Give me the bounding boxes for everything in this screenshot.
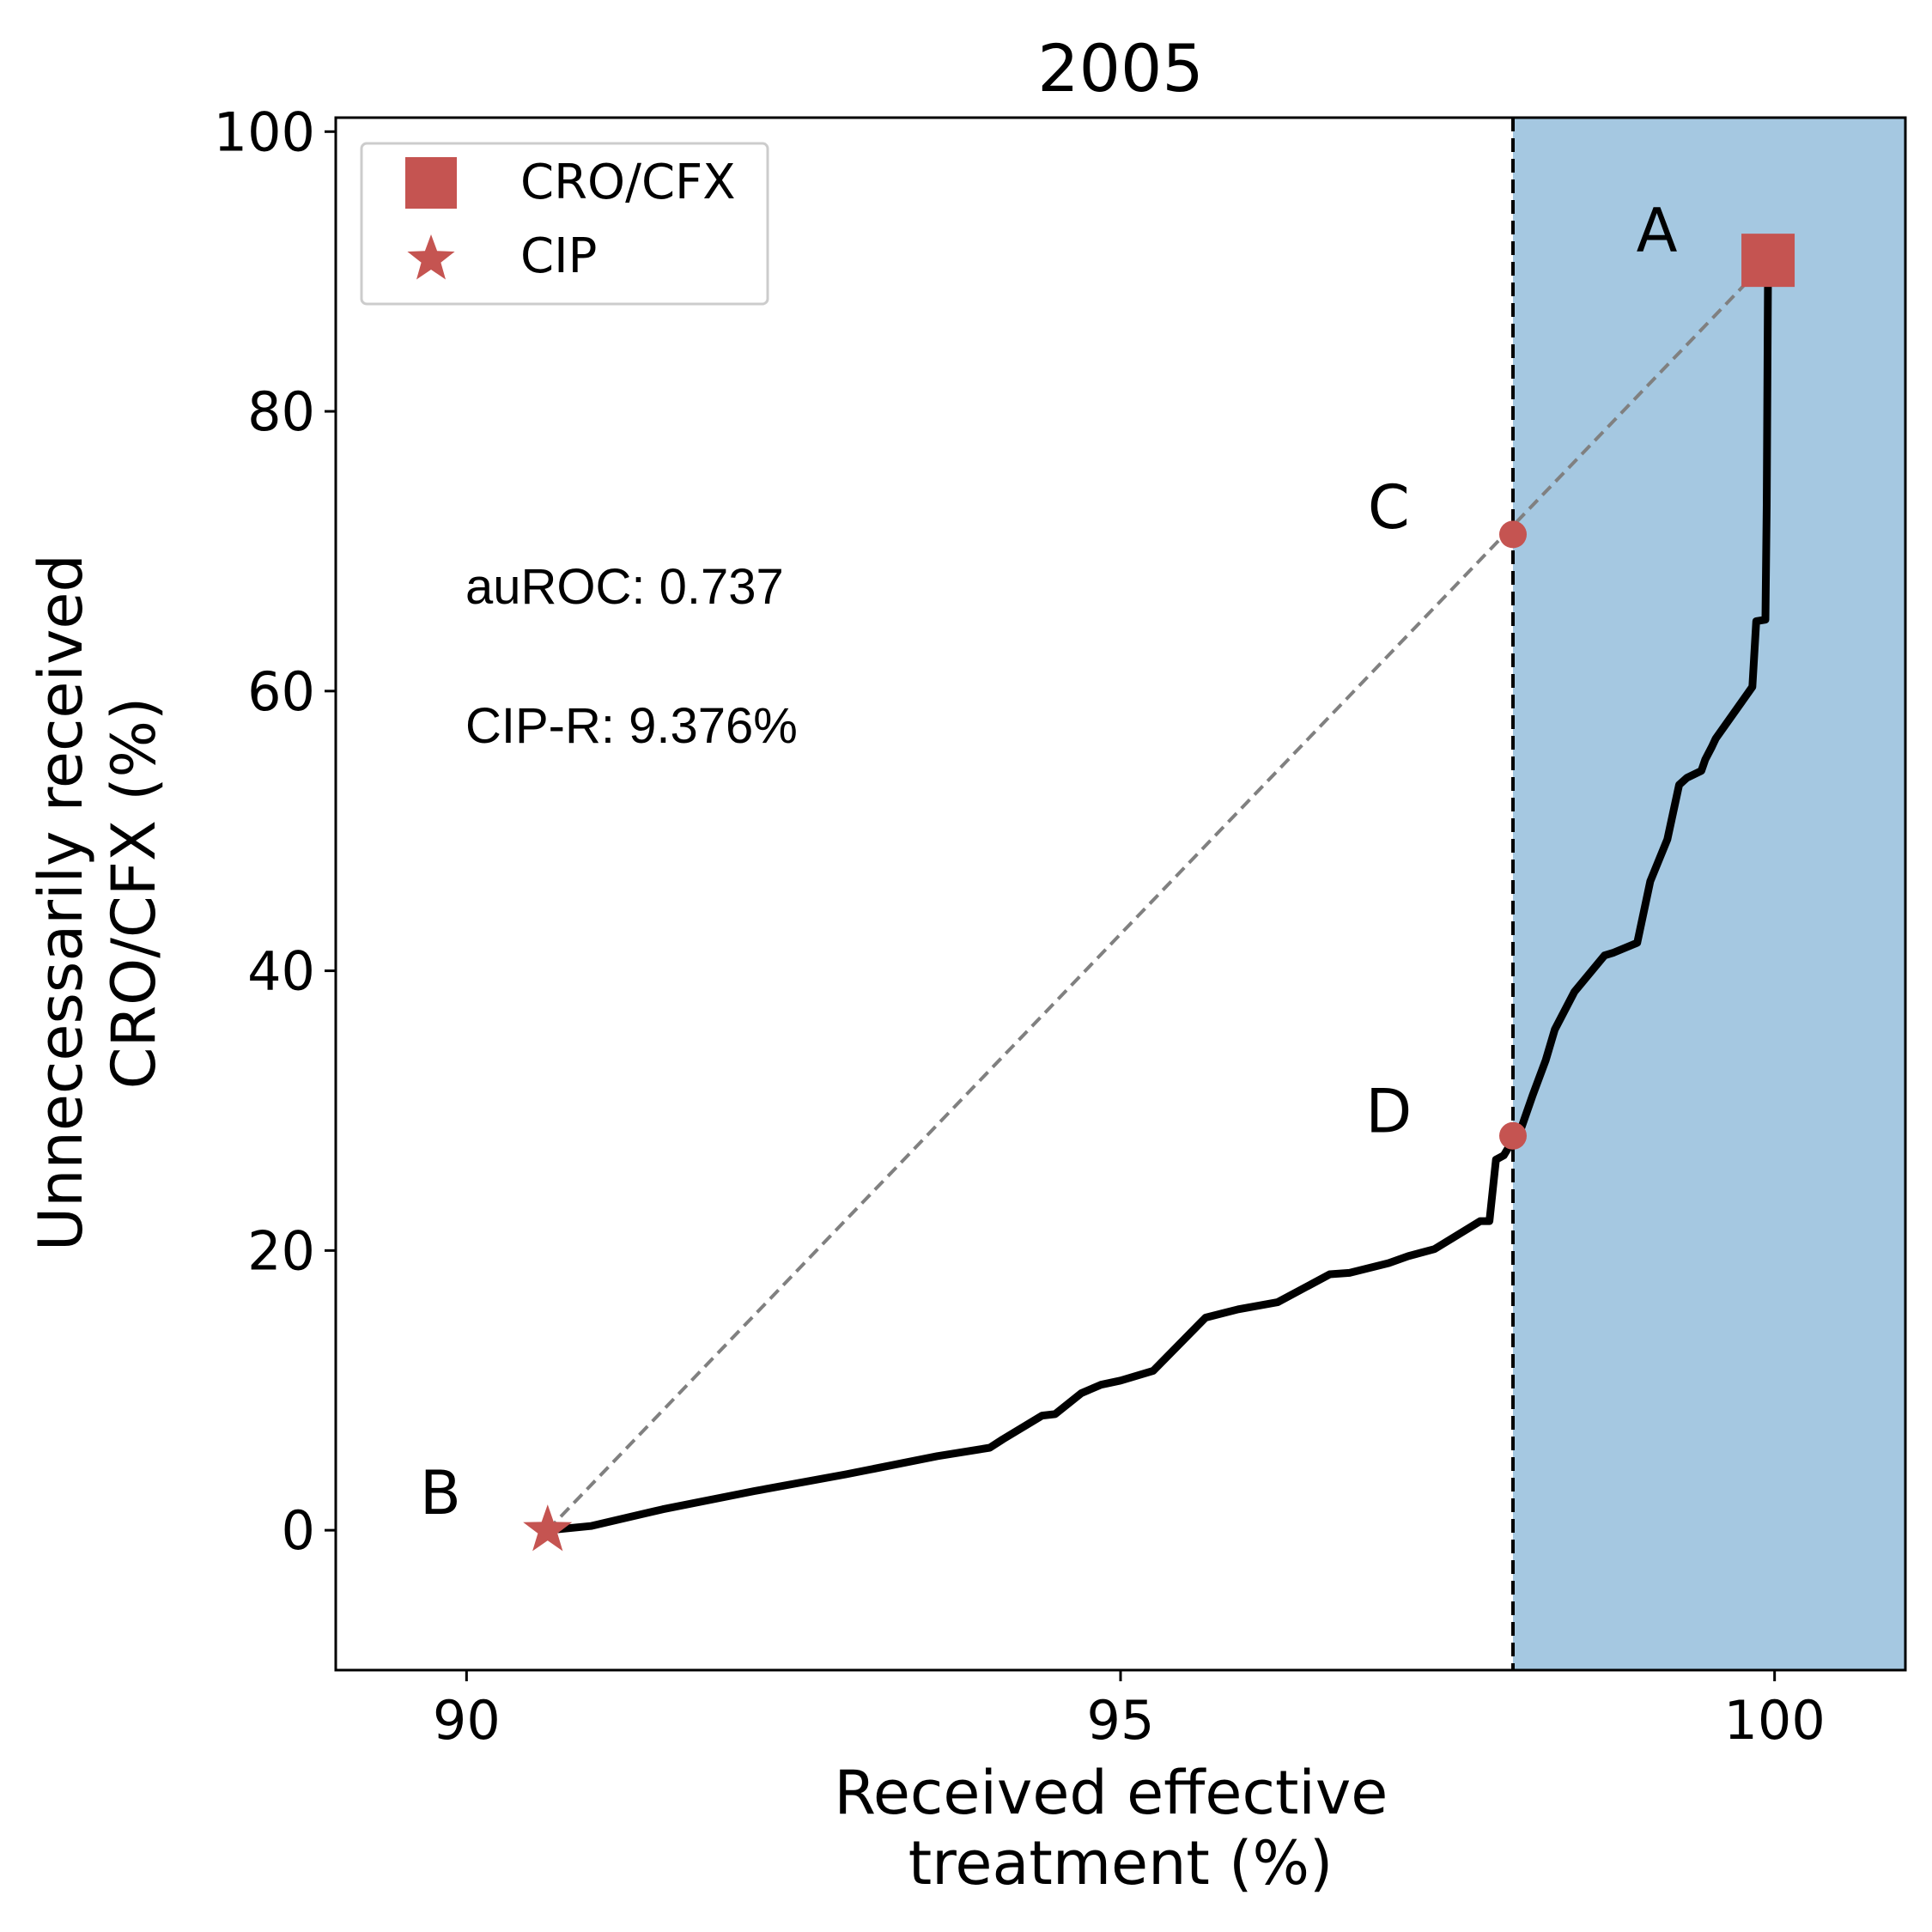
point-label-a: A [1637, 195, 1678, 265]
auroc-annotation: auROC: 0.737 [465, 559, 784, 615]
connector-dashed-line [546, 258, 1770, 1532]
legend-box [360, 142, 769, 306]
point-label-b: B [420, 1458, 461, 1528]
shaded-region [1513, 118, 1905, 1670]
y-axis-ticks: 0 20 40 60 80 100 [214, 100, 336, 1562]
chart-title: 2005 [1037, 30, 1203, 106]
legend-label-cro-cfx: CRO/CFX [520, 155, 736, 210]
point-c-marker [1499, 520, 1527, 549]
plot-area [523, 118, 1905, 1670]
cro-cfx-square-marker [1741, 234, 1795, 288]
point-label-c: C [1368, 472, 1410, 543]
y-tick-label: 20 [247, 1219, 315, 1282]
x-tick-label: 100 [1723, 1689, 1825, 1752]
y-axis-label-line-2: CRO/CFX (%) [99, 697, 169, 1090]
point-label-d: D [1365, 1076, 1412, 1146]
legend: CRO/CFX CIP [360, 142, 769, 306]
y-tick-label: 100 [214, 100, 315, 163]
x-tick-label: 90 [433, 1689, 501, 1752]
legend-star-icon [407, 234, 455, 280]
y-tick-label: 60 [247, 660, 315, 723]
x-axis-label-line-2: treatment (%) [908, 1828, 1334, 1899]
x-axis-label-line-1: Received effective [834, 1758, 1388, 1828]
roc-curve-line [544, 256, 1772, 1534]
y-tick-label: 80 [247, 380, 315, 443]
point-d-marker [1499, 1121, 1527, 1150]
legend-square-icon [405, 157, 457, 209]
cip-star-marker [523, 1504, 573, 1552]
y-tick-label: 40 [247, 940, 315, 1003]
y-tick-label: 0 [282, 1499, 315, 1562]
x-tick-label: 95 [1087, 1689, 1155, 1752]
y-axis-label-line-1: Unnecessarily received [26, 554, 96, 1251]
x-axis-ticks: 90 95 100 [433, 1670, 1826, 1752]
cip-r-annotation: CIP-R: 9.376% [465, 698, 798, 754]
legend-label-cip: CIP [520, 228, 597, 284]
x-axis-label: Received effective treatment (%) [834, 1758, 1406, 1899]
y-axis-label: Unnecessarily received CRO/CFX (%) [26, 535, 169, 1251]
